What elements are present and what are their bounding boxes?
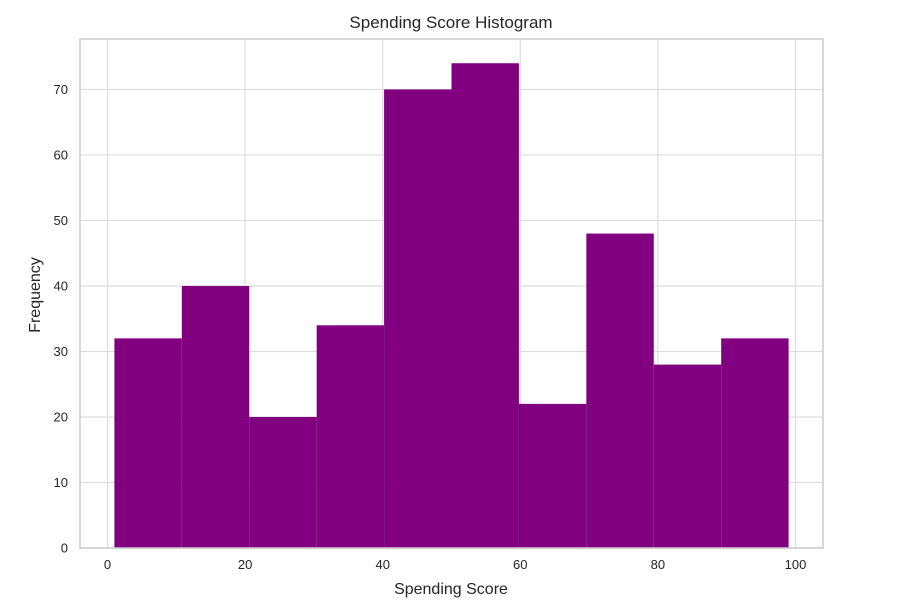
x-tick-label: 60: [513, 557, 527, 572]
x-tick-label: 0: [104, 557, 111, 572]
histogram-bar: [114, 338, 182, 548]
histogram-bar: [653, 364, 722, 548]
histogram-bar: [518, 403, 587, 548]
histogram-bar: [451, 63, 519, 548]
x-tick-label: 100: [785, 557, 807, 572]
plot-frame: [79, 38, 824, 549]
histogram-bar: [316, 325, 385, 548]
histogram-bars: [114, 63, 789, 549]
x-tick-label: 40: [375, 557, 389, 572]
chart-title: Spending Score Histogram: [349, 13, 552, 32]
y-tick-label: 60: [54, 147, 68, 162]
histogram-bar: [249, 416, 317, 548]
y-tick-label: 70: [54, 82, 68, 97]
y-tick-label: 10: [54, 475, 68, 490]
x-tick-labels: 0 20 40 60 80 100: [104, 557, 806, 572]
x-tick-label: 80: [651, 557, 665, 572]
histogram-bar: [384, 89, 452, 549]
y-tick-label: 0: [61, 541, 68, 556]
y-axis-label: Frequency: [27, 257, 44, 333]
y-tick-label: 40: [54, 278, 68, 293]
histogram-bar: [586, 233, 654, 548]
y-tick-label: 20: [54, 409, 68, 424]
histogram-bar: [721, 338, 789, 548]
y-tick-labels: 0 10 20 30 40 50 60 70: [54, 82, 68, 556]
x-tick-label: 20: [238, 557, 252, 572]
y-tick-label: 30: [54, 344, 68, 359]
y-tick-label: 50: [54, 213, 68, 228]
histogram-bar: [181, 285, 250, 548]
x-axis-label: Spending Score: [394, 581, 508, 598]
